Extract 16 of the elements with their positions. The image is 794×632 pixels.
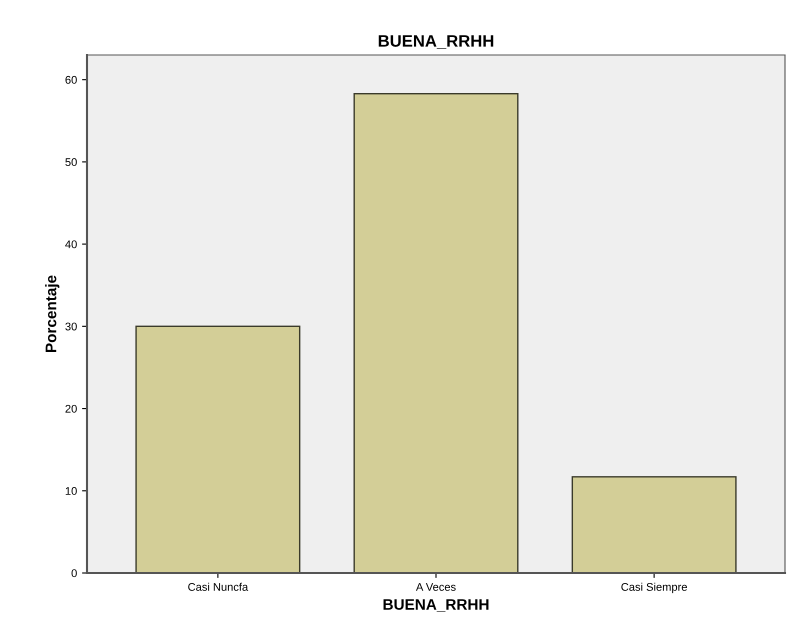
y-tick-label: 30	[65, 322, 77, 330]
y-tick-label: 10	[66, 487, 77, 495]
x-tick-label: Casi Siempre	[621, 582, 687, 594]
x-tick-label: A Veces	[416, 583, 456, 591]
y-tick-label: 0	[72, 569, 77, 578]
y-tick-label: 50	[65, 158, 77, 166]
bar	[354, 92, 518, 573]
y-tick-label: 60	[65, 76, 77, 84]
bar	[135, 326, 300, 573]
y-tick-label: 20	[65, 404, 77, 413]
y-axis-title: Porcentaje	[45, 275, 60, 352]
x-tick-label: Casi Nuncfa	[188, 582, 248, 591]
bar	[572, 476, 737, 573]
y-tick-label: 40	[65, 240, 77, 248]
x-axis-title: BUENA_RRHH	[384, 599, 488, 612]
chart-title: BUENA_RRHH	[378, 35, 494, 49]
